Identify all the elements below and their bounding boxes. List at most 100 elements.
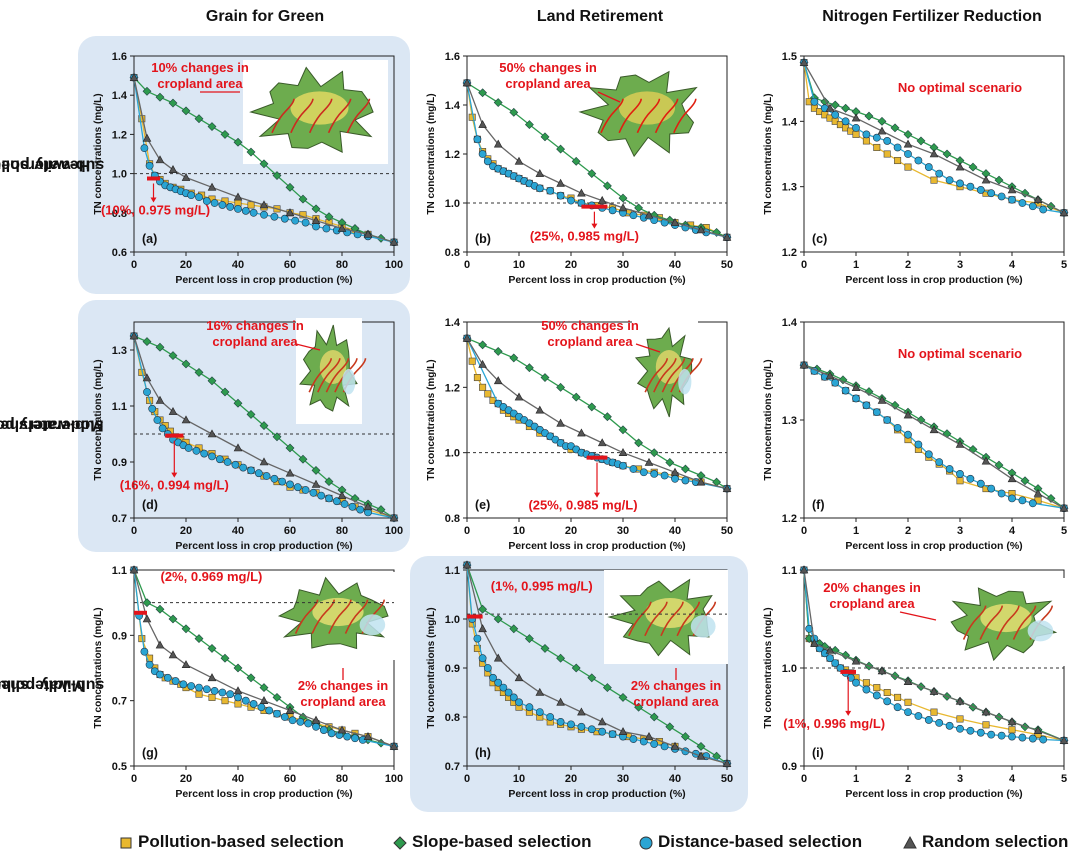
map-note-line1: 2% changes in — [631, 678, 721, 693]
map-cropland-change — [636, 98, 661, 134]
data-point-circle — [608, 730, 617, 739]
data-point-circle — [187, 682, 196, 690]
y-tick-label: 1.1 — [782, 565, 797, 577]
data-point-diamond — [942, 149, 952, 159]
data-point-triangle — [285, 208, 295, 217]
data-point-triangle — [851, 383, 861, 391]
data-point-circle — [301, 486, 310, 494]
data-point-diamond — [298, 454, 308, 464]
y-axis-label: TN concentrations (mg/L) — [426, 607, 437, 728]
y-tick-label: 1.2 — [782, 513, 797, 525]
data-point-triangle — [696, 751, 706, 760]
data-point-triangle — [556, 418, 565, 427]
data-point-diamond — [181, 106, 191, 116]
data-point-diamond — [259, 159, 269, 169]
data-point-diamond — [571, 156, 581, 166]
data-point-square — [473, 374, 481, 382]
y-tick-label: 1.6 — [112, 51, 127, 63]
data-point-diamond — [540, 373, 550, 382]
chart-panel-i: 0 1 2 3 4 5 0.9 1.0 1.1 Percent loss in crop prod… — [763, 565, 1069, 800]
data-point-square — [221, 697, 229, 705]
data-point-circle — [327, 729, 336, 738]
legend: Pollution-based selection Slope-based se… — [0, 828, 1080, 858]
data-point-triangle — [929, 149, 939, 158]
data-point-diamond — [864, 111, 874, 121]
map-cropland-change — [996, 605, 1020, 640]
y-tick-label: 0.8 — [445, 247, 460, 259]
data-point-circle — [904, 430, 912, 439]
x-tick-label: 3 — [957, 259, 963, 271]
data-point-circle — [883, 416, 892, 424]
data-point-triangle — [577, 428, 586, 437]
data-point-circle — [914, 440, 923, 449]
y-tick-label: 0.9 — [112, 630, 127, 642]
x-axis-label: Percent loss in crop production (%) — [845, 788, 1022, 800]
map-note-arrow — [899, 611, 937, 621]
x-tick-label: 40 — [232, 525, 244, 537]
y-tick-label: 0.8 — [112, 208, 127, 220]
x-axis-label: Percent loss in crop production (%) — [508, 274, 685, 286]
data-point-circle — [494, 678, 503, 687]
data-point-triangle — [129, 331, 139, 340]
data-point-triangle — [618, 727, 628, 736]
data-point-diamond — [509, 107, 519, 117]
panel-label: (i) — [812, 746, 824, 760]
data-point-circle — [598, 727, 607, 736]
data-point-circle — [351, 734, 359, 743]
data-point-diamond — [618, 425, 628, 435]
map-cropland-change — [618, 98, 642, 134]
data-point-square — [956, 477, 964, 485]
data-point-circle — [1028, 499, 1037, 508]
watershed-map-g — [270, 572, 398, 660]
data-point-circle — [273, 709, 281, 718]
data-point-diamond — [493, 98, 503, 107]
watershed-map-a — [243, 60, 388, 164]
arrow-head-icon — [591, 223, 598, 229]
x-tick-label: 3 — [957, 525, 963, 537]
x-axis-label: Percent loss in crop production (%) — [508, 788, 685, 800]
x-tick-label: 30 — [617, 773, 629, 785]
map-note-line1: 10% changes in — [151, 60, 249, 75]
x-tick-label: 10 — [513, 525, 525, 537]
data-point-diamond — [285, 182, 295, 192]
data-point-circle — [1039, 205, 1048, 214]
data-point-circle — [239, 463, 248, 472]
data-point-diamond — [649, 712, 659, 722]
data-point-diamond — [246, 147, 256, 157]
x-tick-label: 20 — [180, 773, 192, 785]
y-tick-label: 0.7 — [112, 696, 127, 708]
data-point-diamond — [602, 181, 612, 191]
x-tick-label: 80 — [336, 525, 348, 537]
column-title-nitrogen-fertilizer-reduction: Nitrogen Fertilizer Reduction — [822, 8, 1042, 25]
data-point-circle — [473, 634, 482, 643]
data-point-circle — [304, 719, 313, 728]
data-point-circle — [278, 477, 287, 486]
data-point-circle — [650, 740, 659, 748]
data-point-triangle — [696, 225, 706, 234]
series-line-diamond — [803, 62, 1065, 214]
y-tick-label: 1.4 — [445, 100, 461, 112]
data-point-triangle — [259, 696, 269, 704]
data-point-circle — [629, 211, 638, 220]
data-point-circle — [893, 703, 902, 712]
y-tick-label: 1.0 — [445, 448, 460, 460]
chart-panel-h: 0 10 20 30 40 50 0.7 0.8 0.9 1.0 1.1 Percent loss i… — [426, 560, 733, 800]
map-note-line2: cropland area — [633, 694, 719, 709]
y-tick-label: 0.9 — [445, 663, 460, 675]
data-point-circle — [247, 466, 255, 475]
data-point-triangle — [722, 232, 732, 241]
map-water — [678, 368, 692, 395]
y-tick-label: 1.3 — [782, 182, 797, 194]
data-point-triangle — [168, 650, 178, 659]
data-point-circle — [546, 713, 555, 721]
data-point-triangle — [155, 640, 165, 649]
map-water — [1027, 620, 1054, 642]
data-point-circle — [976, 728, 985, 737]
data-point-circle — [291, 216, 300, 225]
data-point-triangle — [929, 686, 939, 695]
data-point-triangle — [535, 687, 545, 696]
data-point-diamond — [272, 171, 282, 180]
y-axis-label: TN concentrations (mg/L) — [763, 607, 774, 728]
data-point-triangle — [478, 624, 487, 633]
data-point-triangle — [207, 182, 217, 191]
